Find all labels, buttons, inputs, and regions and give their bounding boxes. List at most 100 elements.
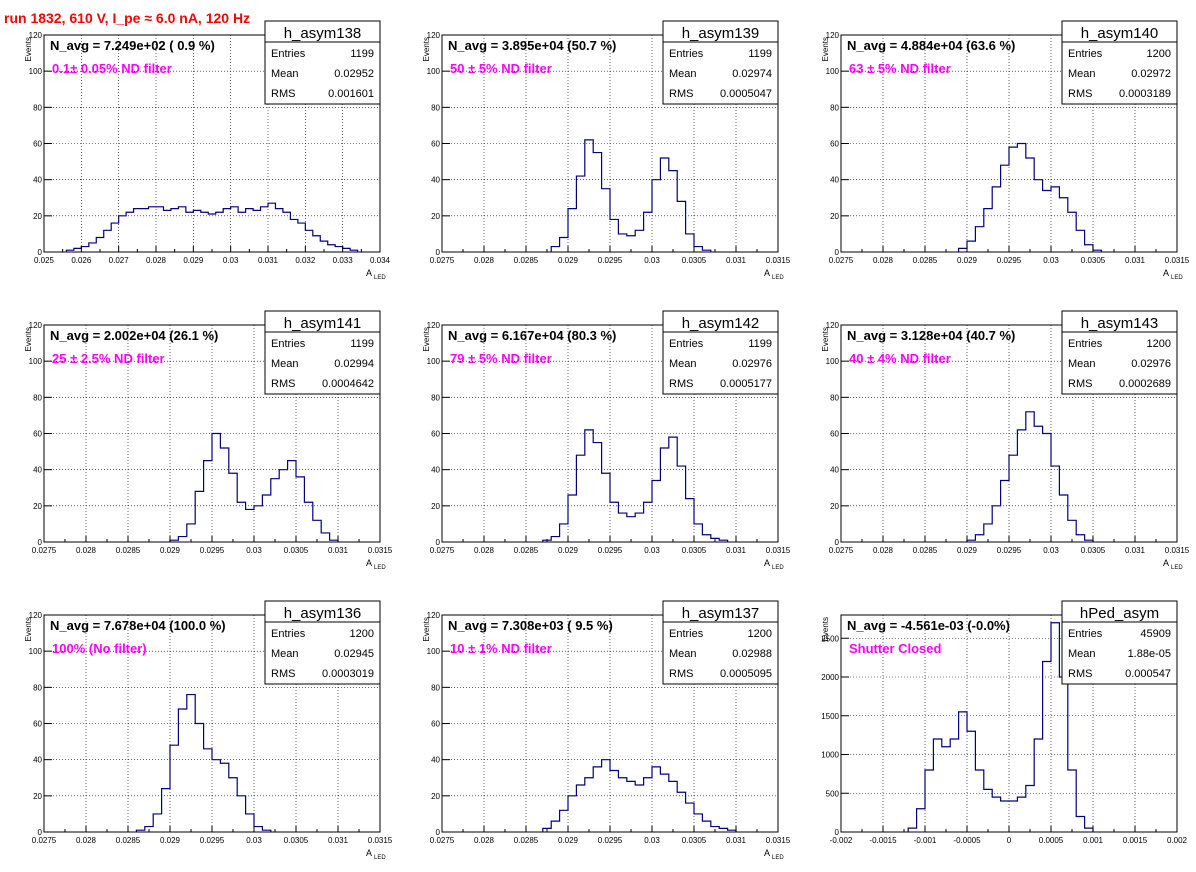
y-tick-label: 20 xyxy=(830,502,839,511)
x-tick-label: 0.0015 xyxy=(1123,836,1148,845)
histogram-bin xyxy=(305,230,312,252)
panel-hPed_asym: -0.002 -0.0015 -0.001 -0.0005 0 0.0005 0.001 0.… xyxy=(821,600,1188,845)
histogram-series xyxy=(542,759,737,832)
histogram-bin xyxy=(719,828,727,832)
navg-label: N_avg = 7.249e+02 ( 0.9 %) xyxy=(50,38,215,53)
y-tick-label: 60 xyxy=(431,720,440,729)
histogram-bin xyxy=(1009,147,1017,252)
histogram-bin xyxy=(1085,828,1093,832)
x-tick-label: 0.029 xyxy=(160,546,181,555)
histogram-bin xyxy=(163,210,170,252)
x-axis-label: A xyxy=(1163,558,1169,568)
navg-label: N_avg = -4.561e-03 (-0.0%) xyxy=(847,618,1010,633)
x-tick-label: 0.031 xyxy=(258,256,279,265)
histogram-bin xyxy=(304,502,312,542)
x-tick-label: 0.029 xyxy=(558,256,579,265)
histogram-bin xyxy=(262,495,270,542)
y-axis-label: Events xyxy=(821,617,830,641)
x-tick-label: 0.0295 xyxy=(598,256,623,265)
x-tick-label: 0.031 xyxy=(1125,256,1146,265)
histogram-bin xyxy=(644,778,652,832)
panel-h_asym142: 0.0275 0.028 0.0285 0.029 0.0295 0.03 0.0305 0.… xyxy=(422,310,791,571)
histogram-bin xyxy=(220,448,228,542)
histogram-bin xyxy=(610,771,618,832)
x-tick-label: 0.028 xyxy=(873,256,894,265)
y-axis-label: Events xyxy=(24,617,33,641)
histogram-name: h_asym141 xyxy=(284,315,362,332)
histogram-bin xyxy=(170,540,178,542)
histogram-series xyxy=(65,202,359,252)
x-tick-label: -0.0015 xyxy=(869,836,897,845)
x-tick-label: 0.0315 xyxy=(1165,546,1190,555)
x-tick-label: 0.031 xyxy=(726,256,747,265)
histogram-bin xyxy=(1085,245,1093,252)
histogram-bin xyxy=(238,212,245,252)
histogram-bin xyxy=(1068,770,1076,832)
y-tick-label: 100 xyxy=(29,357,43,366)
x-axis-label: A xyxy=(366,558,372,568)
stats-box xyxy=(662,20,779,105)
x-tick-label: 0.0295 xyxy=(200,836,225,845)
histogram-bin xyxy=(89,243,96,252)
x-tick-label: 0.0315 xyxy=(368,836,393,845)
histogram-bin xyxy=(162,789,170,832)
histogram-name: h_asym140 xyxy=(1081,25,1159,42)
stat-label: Mean xyxy=(271,648,299,660)
histogram-bin xyxy=(290,219,297,252)
histogram-bin xyxy=(959,248,967,252)
x-tick-label: 0.031 xyxy=(1125,546,1146,555)
y-tick-label: 120 xyxy=(29,31,43,40)
x-tick-label: 0.032 xyxy=(295,256,316,265)
stat-value: 0.000547 xyxy=(1125,668,1171,680)
x-tick-label: 0.029 xyxy=(558,546,579,555)
x-tick-label: -0.0005 xyxy=(953,836,981,845)
histogram-bin xyxy=(229,778,237,832)
stats-box xyxy=(1061,600,1178,685)
histogram-bin xyxy=(975,770,983,832)
y-tick-label: 0 xyxy=(436,248,441,257)
stats-box xyxy=(264,20,381,105)
histogram-bin xyxy=(694,247,702,252)
histogram-bin xyxy=(186,212,193,252)
x-tick-label: 0.0285 xyxy=(913,546,938,555)
y-axis-label: Events xyxy=(24,37,33,61)
histogram-bin xyxy=(1043,434,1051,543)
histogram-bin xyxy=(652,180,660,252)
histogram-bin xyxy=(279,470,287,542)
stat-label: Mean xyxy=(669,68,697,80)
histogram-bin xyxy=(141,209,148,252)
histogram-bin xyxy=(208,214,215,252)
x-tick-label: 0.0275 xyxy=(829,546,854,555)
stat-label: Entries xyxy=(271,628,306,640)
stat-label: Mean xyxy=(271,358,299,370)
histogram-bin xyxy=(1076,230,1084,252)
histogram-bin xyxy=(1017,144,1025,253)
navg-label: N_avg = 6.167e+04 (80.3 %) xyxy=(448,328,616,343)
histogram-bin xyxy=(585,140,593,252)
y-tick-label: 100 xyxy=(427,67,441,76)
stats-box xyxy=(662,600,779,685)
x-axis-label-subscript: LED xyxy=(374,565,386,571)
filter-label: 10 ± 1% ND filter xyxy=(450,641,552,656)
y-tick-label: 120 xyxy=(826,31,840,40)
stat-value: 0.02976 xyxy=(1131,358,1171,370)
histogram-bin xyxy=(610,219,618,252)
stat-label: Entries xyxy=(1068,48,1103,60)
y-axis-label: Events xyxy=(422,327,431,351)
histogram-bin xyxy=(229,473,237,542)
x-tick-label: 0.0305 xyxy=(682,256,707,265)
y-tick-label: 1500 xyxy=(821,712,839,721)
histogram-bin xyxy=(576,176,584,252)
y-tick-label: 20 xyxy=(431,502,440,511)
x-tick-label: 0.03 xyxy=(644,256,660,265)
x-tick-label: 0.001 xyxy=(1083,836,1104,845)
histogram-bin xyxy=(321,533,329,542)
histogram-bin xyxy=(942,747,950,832)
histogram-bin xyxy=(296,477,304,542)
histogram-bin xyxy=(212,760,220,832)
y-tick-label: 80 xyxy=(431,103,440,112)
histogram-bin xyxy=(610,502,618,542)
histogram-bin xyxy=(568,495,576,542)
histogram-bin xyxy=(298,223,305,252)
histogram-bin xyxy=(593,153,601,252)
